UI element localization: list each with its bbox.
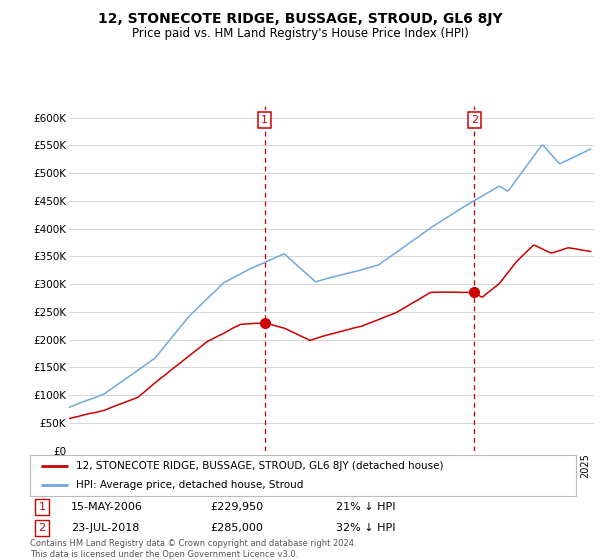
Text: 15-MAY-2006: 15-MAY-2006 xyxy=(71,502,143,512)
Text: 2: 2 xyxy=(38,523,46,533)
Text: £229,950: £229,950 xyxy=(210,502,263,512)
Text: 12, STONECOTE RIDGE, BUSSAGE, STROUD, GL6 8JY: 12, STONECOTE RIDGE, BUSSAGE, STROUD, GL… xyxy=(98,12,502,26)
Text: 12, STONECOTE RIDGE, BUSSAGE, STROUD, GL6 8JY (detached house): 12, STONECOTE RIDGE, BUSSAGE, STROUD, GL… xyxy=(76,461,444,471)
Text: 1: 1 xyxy=(261,115,268,125)
Text: 1: 1 xyxy=(38,502,46,512)
Text: HPI: Average price, detached house, Stroud: HPI: Average price, detached house, Stro… xyxy=(76,480,304,489)
Text: Price paid vs. HM Land Registry's House Price Index (HPI): Price paid vs. HM Land Registry's House … xyxy=(131,27,469,40)
Text: 32% ↓ HPI: 32% ↓ HPI xyxy=(336,523,395,533)
Text: £285,000: £285,000 xyxy=(210,523,263,533)
Text: 2: 2 xyxy=(471,115,478,125)
Text: 23-JUL-2018: 23-JUL-2018 xyxy=(71,523,139,533)
Text: 21% ↓ HPI: 21% ↓ HPI xyxy=(336,502,395,512)
Text: Contains HM Land Registry data © Crown copyright and database right 2024.
This d: Contains HM Land Registry data © Crown c… xyxy=(30,539,356,559)
